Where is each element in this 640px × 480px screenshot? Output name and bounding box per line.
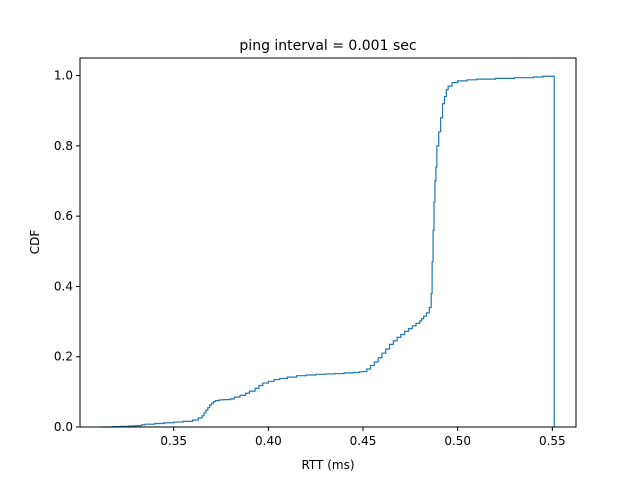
x-axis-label: RTT (ms) (301, 458, 354, 472)
y-tick-label: 1.0 (54, 69, 73, 83)
cdf-series-line-0 (101, 75, 555, 428)
chart-title: ping interval = 0.001 sec (239, 38, 416, 54)
x-tick-label: 0.35 (160, 434, 187, 448)
x-tick-label: 0.40 (255, 434, 282, 448)
plot-area (101, 75, 555, 428)
y-axis-ticks: 0.0 0.2 0.4 0.6 0.8 1.0 (54, 69, 80, 434)
x-tick-label: 0.45 (350, 434, 377, 448)
x-tick-label: 0.50 (444, 434, 471, 448)
y-tick-label: 0.2 (54, 350, 73, 364)
y-tick-label: 0.0 (54, 420, 73, 434)
axes-frame (79, 57, 577, 428)
y-tick-label: 0.8 (54, 139, 73, 153)
y-tick-label: 0.6 (54, 209, 73, 223)
y-axis-label: CDF (28, 230, 42, 255)
y-tick-label: 0.4 (54, 279, 73, 293)
x-axis-ticks: 0.35 0.40 0.45 0.50 0.55 (160, 427, 566, 448)
x-tick-label: 0.55 (539, 434, 566, 448)
